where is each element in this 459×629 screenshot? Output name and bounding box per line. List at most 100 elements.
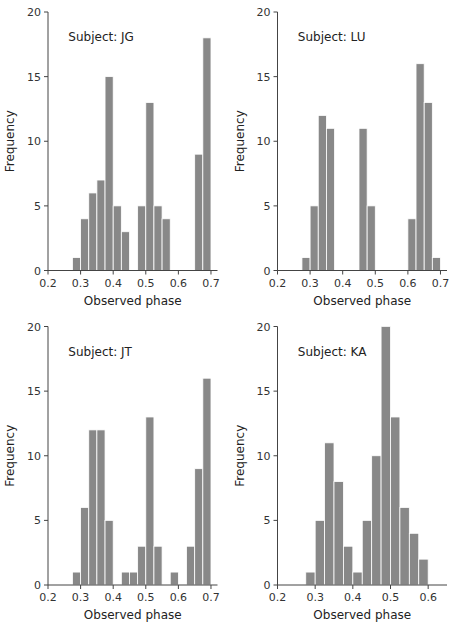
x-tick <box>390 585 391 589</box>
bar <box>408 219 416 271</box>
bars <box>306 327 428 586</box>
x-tick-label: 0.7 <box>432 277 450 290</box>
y-tick-label: 10 <box>27 450 41 463</box>
y-tick <box>274 76 278 77</box>
y-tick <box>274 585 278 586</box>
x-tick-label: 0.5 <box>137 591 155 604</box>
x-tick <box>178 271 179 275</box>
bar <box>424 102 432 270</box>
x-tick <box>113 271 114 275</box>
y-tick-label: 10 <box>27 135 41 148</box>
x-tick <box>80 585 81 589</box>
x-tick-label: 0.4 <box>334 277 352 290</box>
bar <box>325 443 334 585</box>
bar <box>419 559 428 585</box>
bar <box>187 546 195 585</box>
y-tick-label: 5 <box>264 514 271 527</box>
x-tick <box>440 271 441 275</box>
bar <box>362 520 371 585</box>
bar <box>372 456 381 585</box>
x-axis-line <box>278 585 448 586</box>
bar <box>121 572 129 585</box>
x-tick <box>310 271 311 275</box>
bar <box>195 469 203 585</box>
x-axis-line <box>48 585 218 586</box>
bar <box>315 520 324 585</box>
x-tick <box>352 585 353 589</box>
y-tick <box>44 205 48 206</box>
bar <box>162 219 170 271</box>
x-tick-label: 0.6 <box>399 277 417 290</box>
x-tick <box>145 585 146 589</box>
bar <box>334 482 343 585</box>
y-tick-label: 20 <box>27 6 41 19</box>
x-tick <box>210 271 211 275</box>
y-tick-label: 5 <box>264 200 271 213</box>
bar <box>97 430 105 585</box>
bar <box>306 572 315 585</box>
y-tick-label: 20 <box>257 321 271 334</box>
x-tick-label: 0.3 <box>72 591 90 604</box>
bar <box>89 193 97 271</box>
panel: 0.20.30.40.50.605101520Observed phaseFre… <box>233 321 448 623</box>
bar <box>138 546 146 585</box>
bar <box>81 219 89 271</box>
y-tick <box>44 391 48 392</box>
x-tick-label: 0.6 <box>419 591 437 604</box>
y-tick <box>274 455 278 456</box>
x-tick-label: 0.3 <box>72 277 90 290</box>
bar <box>400 507 409 585</box>
y-tick <box>44 270 48 271</box>
panel: 0.20.30.40.50.60.705101520Observed phase… <box>3 6 220 308</box>
annotation: Subject: JT <box>68 345 132 359</box>
bar <box>121 232 129 271</box>
y-tick-label: 0 <box>264 265 271 278</box>
bar <box>310 206 318 271</box>
y-tick-label: 10 <box>257 450 271 463</box>
bar <box>326 128 334 270</box>
x-tick-label: 0.4 <box>104 277 122 290</box>
y-axis-label: Frequency <box>233 110 247 172</box>
y-axis-label: Frequency <box>3 425 17 487</box>
bar <box>146 102 154 270</box>
bar <box>195 154 203 270</box>
y-tick <box>274 12 278 13</box>
x-tick-label: 0.2 <box>39 591 57 604</box>
y-tick-label: 15 <box>257 385 271 398</box>
y-tick <box>274 205 278 206</box>
y-tick-label: 0 <box>34 265 41 278</box>
x-tick-label: 0.3 <box>301 277 319 290</box>
x-tick-label: 0.5 <box>137 277 155 290</box>
y-tick-label: 0 <box>34 579 41 592</box>
bar <box>81 507 89 585</box>
bars <box>72 38 211 271</box>
x-tick <box>145 271 146 275</box>
x-tick-label: 0.5 <box>367 277 385 290</box>
x-tick-label: 0.4 <box>344 591 362 604</box>
x-tick-label: 0.7 <box>202 591 220 604</box>
bar <box>154 206 162 271</box>
x-tick <box>48 585 49 589</box>
bar <box>154 546 162 585</box>
x-axis-label: Observed phase <box>84 294 182 308</box>
bar <box>105 77 113 271</box>
y-tick <box>44 12 48 13</box>
y-tick-label: 15 <box>27 71 41 84</box>
x-tick <box>48 271 49 275</box>
bar <box>146 417 154 585</box>
bar <box>416 64 424 271</box>
bar <box>203 38 211 271</box>
x-tick-label: 0.6 <box>170 277 188 290</box>
bar <box>391 417 400 585</box>
bar <box>138 206 146 271</box>
y-tick <box>44 141 48 142</box>
x-tick <box>277 585 278 589</box>
y-tick <box>44 585 48 586</box>
panel: 0.20.30.40.50.60.705101520Observed phase… <box>233 6 450 308</box>
bar <box>170 572 178 585</box>
bar <box>72 572 80 585</box>
annotation: Subject: LU <box>298 30 366 44</box>
bar <box>432 258 440 271</box>
x-tick <box>80 271 81 275</box>
x-axis-line <box>48 270 218 271</box>
